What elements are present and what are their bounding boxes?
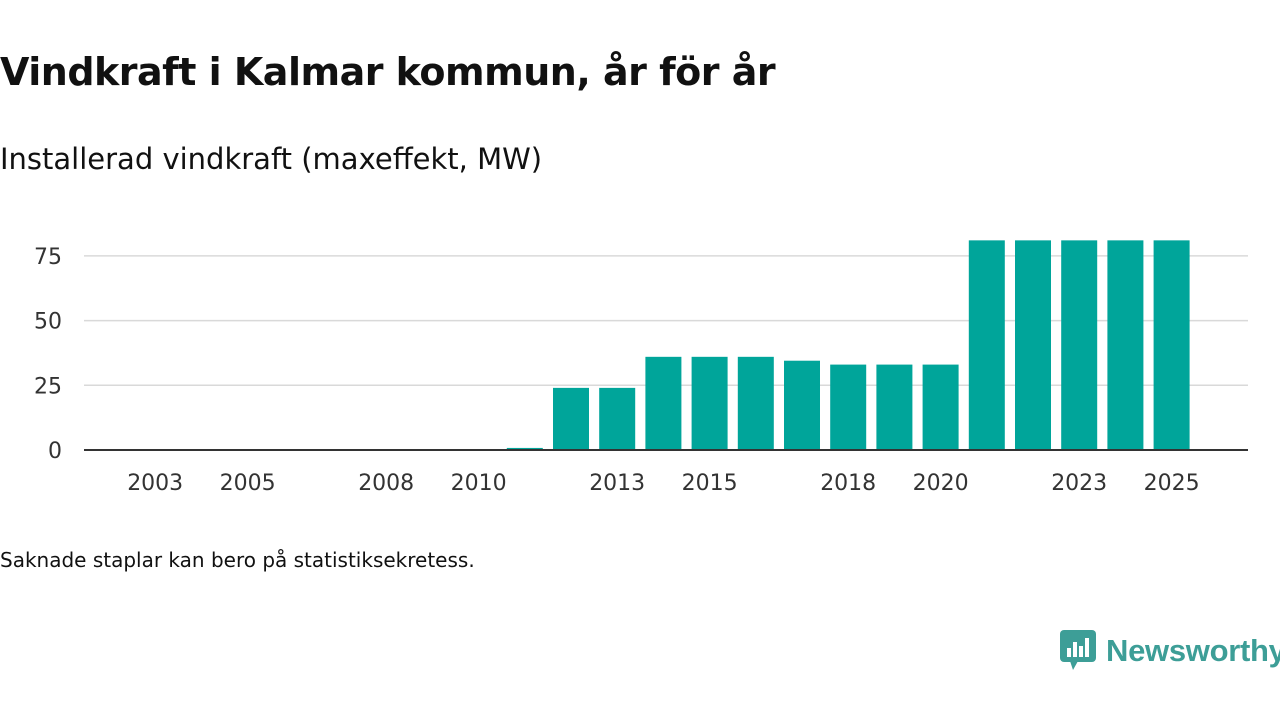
x-tick-label: 2015 bbox=[682, 471, 738, 496]
y-tick-label: 25 bbox=[34, 374, 62, 399]
y-tick-label: 75 bbox=[34, 245, 62, 270]
x-tick-label: 2003 bbox=[127, 471, 183, 496]
chart-subtitle: Installerad vindkraft (maxeffekt, MW) bbox=[0, 142, 543, 176]
bar-2015 bbox=[691, 356, 728, 450]
y-tick-label: 50 bbox=[34, 310, 62, 335]
bars bbox=[506, 240, 1190, 450]
bar-2016 bbox=[737, 356, 774, 450]
bar-2014 bbox=[645, 356, 682, 450]
newsworthy-logo-icon bbox=[1060, 630, 1096, 670]
bar-2017 bbox=[784, 360, 820, 450]
footnote: Saknade staplar kan bero på statistiksek… bbox=[0, 548, 475, 572]
x-tick-label: 2023 bbox=[1051, 471, 1107, 496]
x-tick-label: 2010 bbox=[451, 471, 507, 496]
bar-2021 bbox=[968, 240, 1005, 450]
bar-2020 bbox=[922, 364, 959, 450]
bar-2023 bbox=[1061, 240, 1098, 450]
bar-2013 bbox=[599, 387, 636, 450]
chart-title: Vindkraft i Kalmar kommun, år för år bbox=[0, 50, 776, 94]
x-tick-label: 2005 bbox=[220, 471, 276, 496]
y-tick-label: 0 bbox=[48, 439, 62, 464]
bar-2012 bbox=[553, 387, 589, 450]
brand[interactable]: Newsworthy bbox=[1060, 630, 1280, 672]
bar-2011 bbox=[506, 447, 543, 450]
x-tick-label: 2025 bbox=[1144, 471, 1200, 496]
bar-2018 bbox=[830, 364, 867, 450]
x-tick-label: 2013 bbox=[589, 471, 645, 496]
brand-name: Newsworthy bbox=[1106, 633, 1280, 668]
bar-2025 bbox=[1153, 240, 1190, 450]
bar-chart: 0 25 50 75 2003 2005 2008 2010 2013 2015 2018 2020… bbox=[34, 240, 1248, 496]
bar-2022 bbox=[1015, 240, 1051, 450]
bar-2019 bbox=[876, 364, 913, 450]
y-axis-tick-labels: 0 25 50 75 bbox=[34, 245, 62, 464]
x-axis-tick-labels: 2003 2005 2008 2010 2013 2015 2018 2020 2023 2025 bbox=[127, 471, 1199, 496]
x-tick-label: 2008 bbox=[358, 471, 414, 496]
x-tick-label: 2020 bbox=[913, 471, 969, 496]
bar-2024 bbox=[1107, 240, 1144, 450]
x-tick-label: 2018 bbox=[820, 471, 876, 496]
